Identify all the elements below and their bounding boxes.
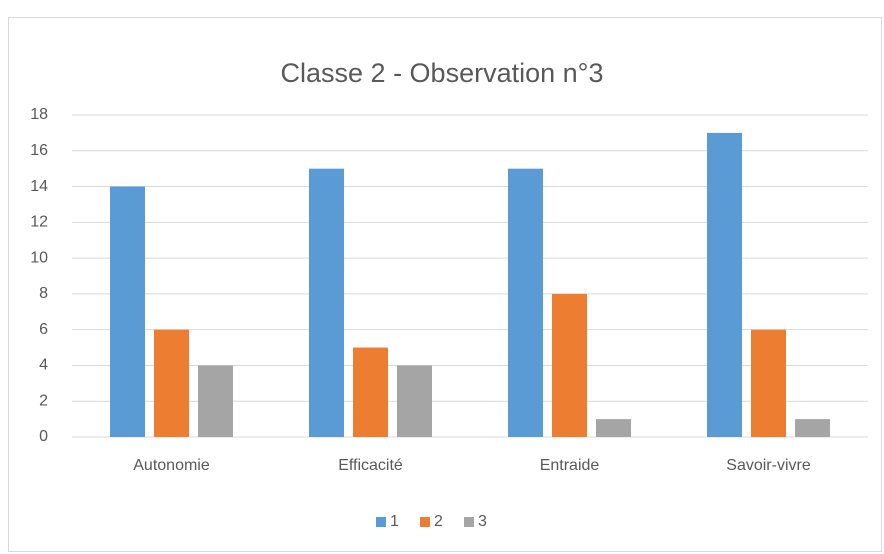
- legend-swatch: [464, 517, 474, 527]
- bar: [508, 168, 543, 437]
- bar: [552, 293, 587, 437]
- x-tick-label: Entraide: [540, 457, 600, 474]
- y-tick-label: 2: [39, 392, 48, 409]
- y-tick-label: 8: [39, 285, 48, 302]
- legend-swatch: [376, 517, 386, 527]
- x-tick-label: Savoir-vivre: [726, 457, 811, 474]
- bar: [707, 132, 742, 437]
- bar: [397, 365, 432, 437]
- legend-swatch: [420, 517, 430, 527]
- bar: [110, 186, 145, 437]
- y-tick-label: 16: [30, 142, 48, 159]
- y-tick-label: 10: [30, 249, 48, 266]
- y-tick-label: 4: [39, 357, 48, 374]
- bar: [154, 329, 189, 437]
- y-tick-label: 14: [30, 178, 48, 195]
- legend-label: 2: [434, 513, 443, 530]
- bar: [795, 419, 830, 437]
- bar: [353, 347, 388, 437]
- legend-label: 1: [390, 513, 399, 530]
- x-tick-label: Autonomie: [133, 457, 210, 474]
- x-tick-label: Efficacité: [338, 457, 403, 474]
- legend-label: 3: [478, 513, 487, 530]
- y-tick-label: 18: [30, 106, 48, 123]
- bar: [198, 365, 233, 437]
- bar: [309, 168, 344, 437]
- y-tick-label: 6: [39, 321, 48, 338]
- y-tick-label: 12: [30, 214, 48, 231]
- bar: [596, 419, 631, 437]
- y-tick-label: 0: [39, 428, 48, 445]
- bar: [751, 329, 786, 437]
- chart-title: Classe 2 - Observation n°3: [281, 58, 604, 88]
